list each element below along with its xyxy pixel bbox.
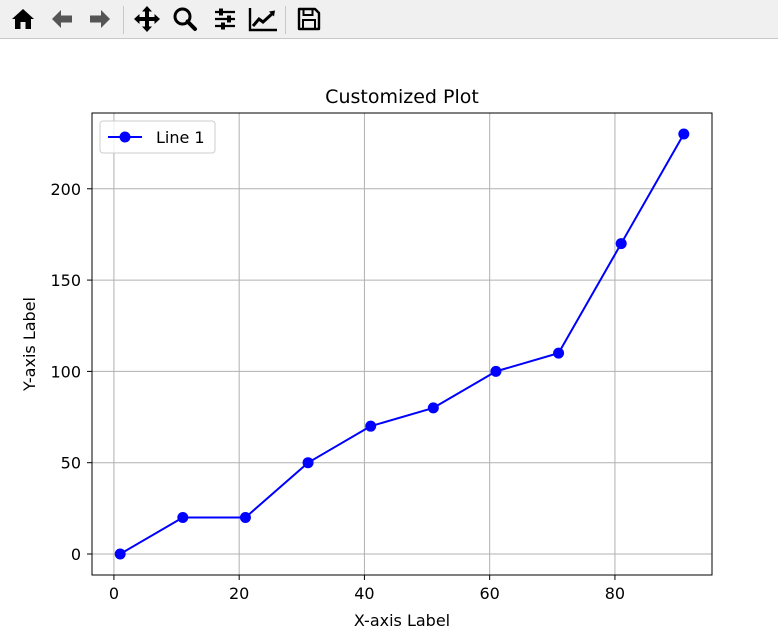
save-icon <box>297 7 321 31</box>
data-point <box>678 128 690 140</box>
y-axis-label: Y-axis Label <box>20 297 39 392</box>
x-axis-label: X-axis Label <box>354 611 450 630</box>
y-tick-label: 0 <box>71 545 81 564</box>
home-icon <box>12 9 34 29</box>
legend: Line 1 <box>99 120 216 154</box>
pan-button[interactable] <box>131 3 163 35</box>
y-tick-label: 200 <box>50 180 81 199</box>
legend-label: Line 1 <box>156 128 205 147</box>
series-line <box>119 133 685 555</box>
back-icon <box>52 10 72 28</box>
zoom-button[interactable] <box>169 3 201 35</box>
data-point <box>302 457 314 469</box>
toolbar-separator <box>123 6 124 34</box>
x-tick-label: 80 <box>605 584 625 603</box>
data-point <box>239 511 251 523</box>
zoom-icon <box>173 7 197 31</box>
grid <box>92 113 712 575</box>
back-button[interactable] <box>46 3 78 35</box>
forward-icon <box>90 10 110 28</box>
axis-ticks: 0 20 40 60 80 0 50 100 150 200 <box>50 180 625 603</box>
plot-area: 0 20 40 60 80 0 50 100 150 200 Customized Plot X-… <box>20 86 713 630</box>
data-point <box>553 347 565 359</box>
x-tick-label: 20 <box>229 584 249 603</box>
legend-box <box>99 120 216 154</box>
x-tick-label: 40 <box>354 584 374 603</box>
axes-frame <box>91 112 713 576</box>
x-tick-label: 0 <box>109 584 119 603</box>
x-tick-label: 60 <box>479 584 499 603</box>
customize-icon <box>248 8 277 32</box>
subplots-icon <box>215 8 235 30</box>
home-button[interactable] <box>7 3 39 35</box>
subplots-button[interactable] <box>209 3 241 35</box>
pan-icon <box>134 6 160 32</box>
data-point <box>114 548 126 560</box>
y-tick-label: 150 <box>50 271 81 290</box>
data-point <box>427 402 439 414</box>
y-tick-label: 50 <box>61 454 81 473</box>
data-point <box>490 365 502 377</box>
chart-title: Customized Plot <box>325 86 479 108</box>
data-series <box>114 128 690 560</box>
data-point <box>177 511 189 523</box>
forward-button[interactable] <box>84 3 116 35</box>
toolbar-separator <box>285 6 286 34</box>
customize-button[interactable] <box>247 3 279 35</box>
navigation-toolbar <box>0 0 778 39</box>
save-button[interactable] <box>293 3 325 35</box>
data-point <box>365 420 377 432</box>
y-tick-label: 100 <box>50 362 81 381</box>
legend-marker <box>119 131 131 143</box>
data-point <box>615 238 627 250</box>
